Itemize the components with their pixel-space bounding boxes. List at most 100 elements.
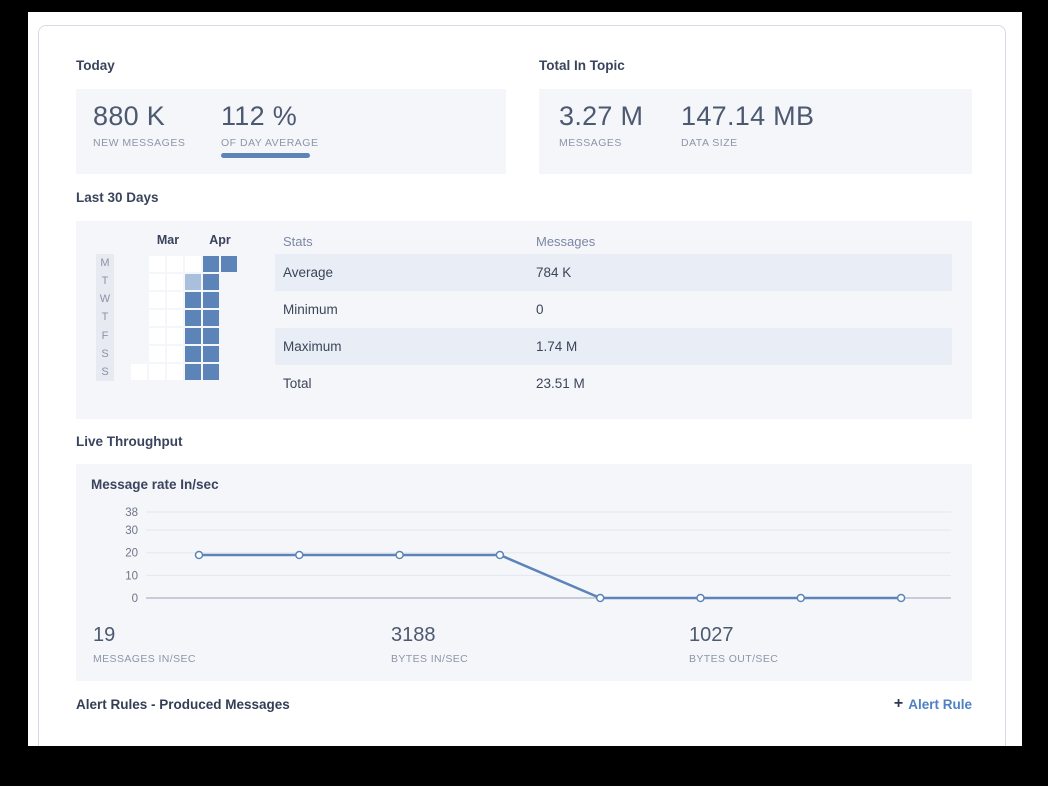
total-messages-value: 3.27 M xyxy=(559,101,644,131)
day-average-indicator-bar xyxy=(221,153,310,158)
weekday-label: S xyxy=(101,365,109,378)
heatmap-cell xyxy=(221,256,237,272)
heatmap-cell xyxy=(185,328,201,344)
stats-table-header: Stats Messages xyxy=(275,229,952,254)
table-row-average: Average 784 K xyxy=(275,254,952,291)
table-row-total: Total 23.51 M xyxy=(275,365,952,402)
day-average-value: 112 % xyxy=(221,101,298,131)
heatmap-cell xyxy=(167,364,183,380)
heatmap-cell xyxy=(167,310,183,326)
heatmap-cell xyxy=(149,328,165,344)
data-point-marker xyxy=(896,593,906,603)
heatmap-cell xyxy=(185,310,201,326)
heatmap-cell xyxy=(131,364,147,380)
month-label-mar: Mar xyxy=(156,233,180,247)
heatmap-cell xyxy=(149,292,165,308)
bytes-in-per-sec-stat: 3188 BYTES IN/SEC xyxy=(391,624,468,665)
heatmap-cell xyxy=(203,274,219,290)
month-label-apr: Apr xyxy=(209,233,231,247)
row-stat-value: 23.51 M xyxy=(536,376,585,391)
live-throughput-panel: Message rate In/sec 38 30 20 10 0 19 MESSAGE… xyxy=(76,464,972,681)
new-messages-value: 880 K xyxy=(93,101,166,131)
add-alert-rule-button[interactable]: + Alert Rule xyxy=(894,696,972,712)
today-heading: Today xyxy=(76,58,115,73)
weekday-label: W xyxy=(99,293,111,306)
heatmap-cell xyxy=(185,346,201,362)
bytes-out-value: 1027 xyxy=(689,624,734,646)
table-row-maximum: Maximum 1.74 M xyxy=(275,328,952,365)
app-window: Today 880 K NEW MESSAGES 112 % OF DAY AV… xyxy=(28,12,1022,746)
row-stat-name: Total xyxy=(283,376,312,391)
heatmap-cell xyxy=(167,256,183,272)
messages-in-label: MESSAGES IN/SEC xyxy=(93,653,196,665)
heatmap-cell xyxy=(167,292,183,308)
heatmap-cell xyxy=(185,364,201,380)
last-30-days-heading: Last 30 Days xyxy=(76,190,159,205)
heatmap-cell xyxy=(167,274,183,290)
last-30-days-panel: Mar Apr M T W T F S S Stats Messages Ave… xyxy=(76,221,972,419)
today-panel: 880 K NEW MESSAGES 112 % OF DAY AVERAGE xyxy=(76,89,506,174)
new-messages-stat: 880 K NEW MESSAGES xyxy=(93,100,185,149)
bytes-in-value: 3188 xyxy=(391,624,436,646)
y-axis-tick-label: 0 xyxy=(132,593,138,605)
weekday-label: M xyxy=(100,257,110,270)
heatmap-cell xyxy=(149,364,165,380)
bytes-out-label: BYTES OUT/SEC xyxy=(689,653,779,665)
messages-column-header: Messages xyxy=(536,234,596,249)
heatmap-cell xyxy=(149,310,165,326)
heatmap-cell xyxy=(149,274,165,290)
heatmap-cell xyxy=(203,292,219,308)
heatmap-cell xyxy=(185,292,201,308)
weekday-label: T xyxy=(101,275,109,288)
heatmap-cell xyxy=(203,364,219,380)
y-axis-tick-label: 30 xyxy=(125,525,138,537)
heatmap-cell xyxy=(167,328,183,344)
row-stat-name: Maximum xyxy=(283,339,342,354)
row-stat-value: 1.74 M xyxy=(536,339,578,354)
row-stat-name: Minimum xyxy=(283,302,338,317)
plus-icon: + xyxy=(893,695,904,712)
new-messages-label: NEW MESSAGES xyxy=(93,137,186,149)
weekday-label: F xyxy=(101,329,109,342)
row-stat-value: 784 K xyxy=(536,265,572,280)
weekday-axis: M T W T F S S xyxy=(96,254,114,381)
add-alert-rule-label: Alert Rule xyxy=(908,696,972,712)
day-average-label: OF DAY AVERAGE xyxy=(221,137,319,149)
bytes-in-label: BYTES IN/SEC xyxy=(391,653,469,665)
y-axis-tick-label: 20 xyxy=(125,548,138,560)
data-point-marker xyxy=(595,593,605,603)
y-axis-tick-label: 10 xyxy=(125,570,138,582)
weekday-label: S xyxy=(101,347,109,360)
row-stat-name: Average xyxy=(283,265,334,280)
data-point-marker xyxy=(295,550,304,560)
weekday-label: T xyxy=(101,311,109,324)
day-average-stat: 112 % OF DAY AVERAGE xyxy=(221,100,318,149)
data-point-marker xyxy=(395,550,404,560)
heatmap-cell xyxy=(149,346,165,362)
heatmap-cell xyxy=(167,346,183,362)
row-stat-value: 0 xyxy=(536,302,544,317)
throughput-chart: 38 30 20 10 0 xyxy=(125,507,951,605)
total-in-topic-heading: Total In Topic xyxy=(539,58,625,73)
table-row-minimum: Minimum 0 xyxy=(275,291,952,328)
total-messages-stat: 3.27 M MESSAGES xyxy=(559,100,643,149)
data-size-stat: 147.14 MB DATA SIZE xyxy=(681,100,814,149)
heatmap-cell xyxy=(203,328,219,344)
message-rate-chart-title: Message rate In/sec xyxy=(91,477,219,492)
alert-rules-heading: Alert Rules - Produced Messages xyxy=(76,696,290,712)
messages-in-per-sec-stat: 19 MESSAGES IN/SEC xyxy=(93,624,196,665)
data-size-label: DATA SIZE xyxy=(681,137,738,149)
heatmap-cell xyxy=(203,310,219,326)
heatmap-cell xyxy=(185,274,201,290)
data-point-marker xyxy=(796,593,806,603)
heatmap-cell xyxy=(149,256,165,272)
data-point-marker xyxy=(194,550,204,560)
heatmap-cell xyxy=(203,256,219,272)
total-in-topic-panel: 3.27 M MESSAGES 147.14 MB DATA SIZE xyxy=(539,89,972,174)
messages-in-value: 19 xyxy=(93,624,116,646)
heatmap-cell xyxy=(185,256,201,272)
message-rate-series-line xyxy=(199,553,902,600)
alert-rules-row: Alert Rules - Produced Messages + Alert … xyxy=(76,696,972,712)
data-point-marker xyxy=(495,550,505,560)
data-size-value: 147.14 MB xyxy=(681,101,815,131)
